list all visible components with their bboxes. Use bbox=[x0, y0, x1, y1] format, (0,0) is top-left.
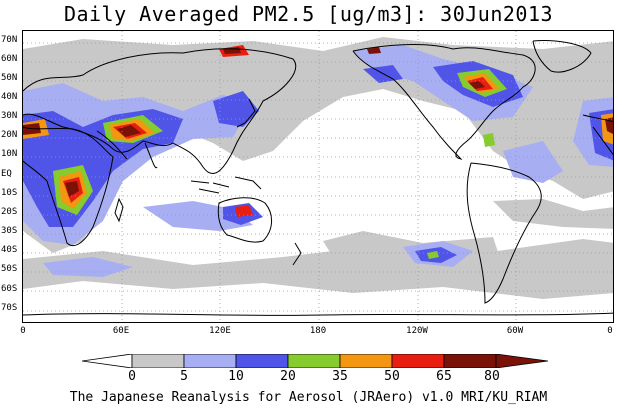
lat-label: 30N bbox=[1, 111, 18, 121]
lat-label: 10S bbox=[1, 188, 18, 198]
pm25-shading bbox=[23, 37, 613, 299]
lat-label: 10N bbox=[1, 149, 18, 159]
coastline-newzealand bbox=[292, 242, 302, 266]
colorbar-segment bbox=[495, 354, 548, 368]
shade-level-80 bbox=[367, 47, 381, 54]
lat-label: 70N bbox=[1, 35, 18, 45]
lon-label: 60E bbox=[112, 326, 130, 336]
grid-lines bbox=[23, 31, 613, 322]
lon-label: 0 bbox=[20, 326, 26, 336]
shade-level-5 bbox=[493, 199, 613, 229]
coastline-greenland bbox=[532, 40, 592, 73]
colorbar-segment bbox=[82, 354, 133, 368]
coastline-eurasia bbox=[23, 48, 297, 174]
shade-level-10 bbox=[43, 257, 133, 277]
lat-label: 30S bbox=[1, 226, 18, 236]
lat-label: 20S bbox=[1, 207, 18, 217]
shade-level-80 bbox=[117, 125, 141, 137]
coastline-antarctica bbox=[23, 312, 613, 316]
lat-label: EQ bbox=[1, 169, 12, 179]
lat-label: 20N bbox=[1, 130, 18, 140]
coastline-africa bbox=[23, 126, 114, 247]
colorbar-segment bbox=[183, 354, 237, 368]
lat-label: 60N bbox=[1, 54, 18, 64]
shade-level-35 bbox=[483, 133, 495, 147]
coastline-south-america bbox=[466, 162, 542, 304]
shade-level-80 bbox=[469, 81, 485, 89]
colorbar-label: 20 bbox=[280, 369, 296, 384]
colorbar-segment bbox=[339, 354, 393, 368]
coastline-arabia bbox=[96, 130, 158, 169]
lon-label: 60W bbox=[506, 326, 524, 336]
lat-label: 50N bbox=[1, 73, 18, 83]
coastline-australia bbox=[217, 197, 272, 243]
lon-label: 120W bbox=[406, 326, 428, 336]
colorbar bbox=[82, 354, 548, 368]
pm25-map bbox=[23, 31, 613, 322]
lon-label: 0 bbox=[607, 326, 613, 336]
lat-label: 70S bbox=[1, 303, 18, 313]
colorbar-segment bbox=[287, 354, 341, 368]
coastline-north-america bbox=[352, 44, 536, 160]
shade-level-65 bbox=[235, 205, 253, 217]
lon-label: 180 bbox=[309, 326, 327, 336]
lat-label: 40N bbox=[1, 92, 18, 102]
coastline-indonesia bbox=[190, 176, 262, 194]
coastline-japan bbox=[236, 98, 256, 128]
shade-level-80 bbox=[65, 181, 79, 197]
colorbar-segment bbox=[131, 354, 185, 368]
colorbar-label: 80 bbox=[484, 369, 500, 384]
lat-label: 50S bbox=[1, 264, 18, 274]
coastline-west-africa bbox=[582, 114, 613, 156]
lat-label: 40S bbox=[1, 245, 18, 255]
lon-label: 120E bbox=[209, 326, 231, 336]
colorbar-label: 10 bbox=[228, 369, 244, 384]
footer-credit: The Japanese Reanalysis for Aerosol (JRA… bbox=[69, 390, 548, 405]
coastlines bbox=[23, 40, 613, 316]
colorbar-label: 50 bbox=[384, 369, 400, 384]
colorbar-label: 65 bbox=[436, 369, 452, 384]
colorbar-label: 35 bbox=[332, 369, 348, 384]
colorbar-segment bbox=[443, 354, 497, 368]
colorbar-segment bbox=[391, 354, 445, 368]
map-title: Daily Averaged PM2.5 [ug/m3]: 30Jun2013 bbox=[63, 2, 554, 26]
colorbar-segment bbox=[235, 354, 289, 368]
lat-label: 60S bbox=[1, 284, 18, 294]
coastline-madagascar bbox=[114, 197, 124, 223]
colorbar-label: 5 bbox=[180, 369, 188, 384]
map-plot-area bbox=[22, 30, 614, 323]
colorbar-label: 0 bbox=[128, 369, 136, 384]
